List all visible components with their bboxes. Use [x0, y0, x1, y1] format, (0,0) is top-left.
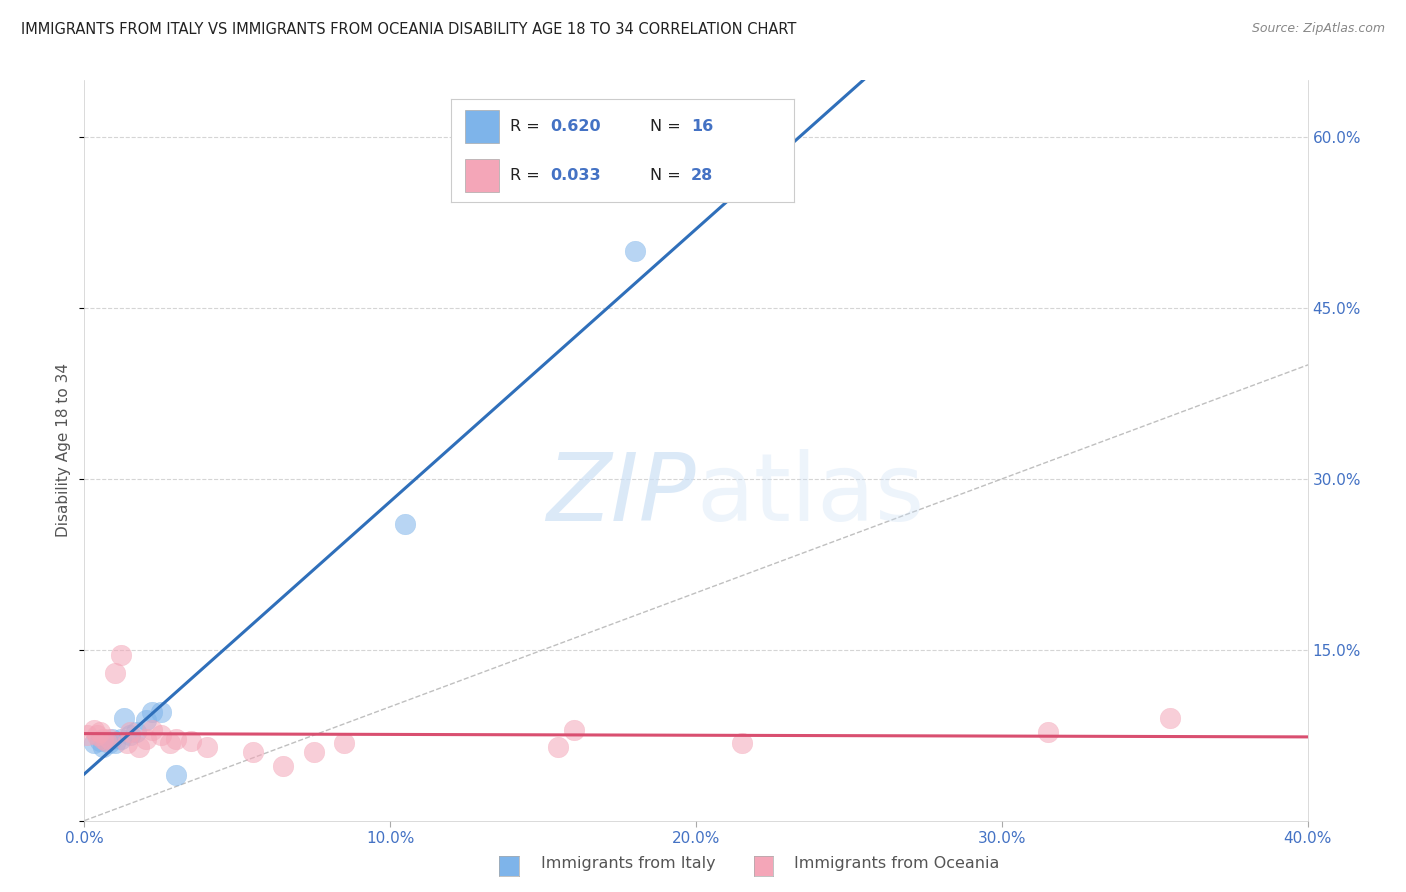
Point: [91, 739, 114, 754]
Text: Immigrants from Italy: Immigrants from Italy: [541, 856, 716, 871]
Point: [547, 739, 569, 754]
Point: [115, 736, 138, 750]
Point: [149, 728, 172, 742]
Point: [242, 745, 264, 759]
Point: [89, 724, 111, 739]
Point: [76, 728, 98, 742]
Point: [104, 736, 127, 750]
Point: [86, 728, 108, 742]
Point: [731, 736, 754, 750]
Point: [149, 706, 172, 720]
Point: [120, 728, 142, 742]
Point: [135, 731, 157, 746]
Point: [333, 736, 356, 750]
Point: [165, 731, 187, 746]
Text: Source: ZipAtlas.com: Source: ZipAtlas.com: [1251, 22, 1385, 36]
Point: [94, 734, 117, 748]
Point: [112, 711, 135, 725]
Point: [101, 731, 124, 746]
Point: [83, 736, 105, 750]
Point: [120, 724, 142, 739]
Point: [271, 759, 294, 773]
Point: [110, 731, 132, 746]
Text: atlas: atlas: [696, 449, 924, 541]
Point: [1159, 711, 1181, 725]
Point: [1036, 724, 1059, 739]
Point: [394, 517, 416, 532]
Point: [125, 724, 148, 739]
Text: ZIP: ZIP: [547, 450, 696, 541]
Point: [562, 723, 585, 737]
Point: [302, 745, 325, 759]
Point: [104, 665, 127, 680]
Point: [159, 736, 181, 750]
Point: [97, 731, 120, 746]
Point: [141, 723, 163, 737]
Point: [128, 739, 150, 754]
Point: [83, 723, 105, 737]
Point: [91, 731, 114, 746]
Point: [135, 714, 157, 728]
Point: [165, 768, 187, 782]
Y-axis label: Disability Age 18 to 34: Disability Age 18 to 34: [56, 363, 72, 538]
Point: [180, 734, 202, 748]
Point: [141, 706, 163, 720]
Point: [624, 244, 647, 259]
Point: [97, 736, 120, 750]
Text: Immigrants from Oceania: Immigrants from Oceania: [794, 856, 1000, 871]
Point: [195, 739, 218, 754]
Point: [89, 734, 111, 748]
Point: [110, 648, 132, 663]
Text: IMMIGRANTS FROM ITALY VS IMMIGRANTS FROM OCEANIA DISABILITY AGE 18 TO 34 CORRELA: IMMIGRANTS FROM ITALY VS IMMIGRANTS FROM…: [21, 22, 796, 37]
